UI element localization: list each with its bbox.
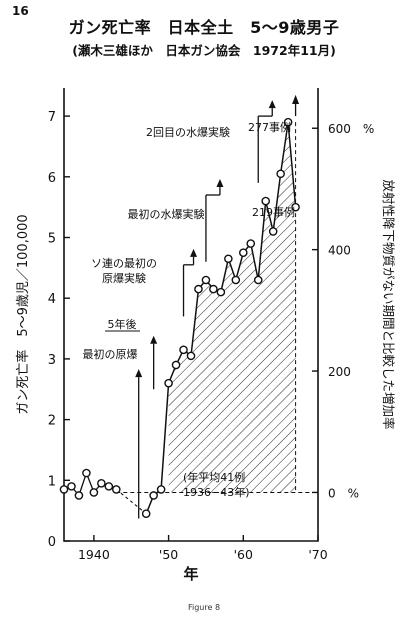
data-point — [283, 117, 293, 127]
data-point — [97, 479, 106, 488]
y-tick-label: 0 — [48, 535, 56, 550]
data-point — [141, 509, 151, 518]
data-point — [201, 275, 211, 285]
series-line-gap — [115, 488, 147, 515]
annotation-label: ソ連の最初の — [91, 256, 157, 270]
y-tick-label: 6 — [48, 171, 56, 186]
data-point — [246, 239, 256, 248]
data-point — [149, 491, 158, 500]
data-point — [59, 485, 69, 494]
data-point — [67, 482, 76, 491]
data-point — [224, 254, 233, 264]
figure-caption: Figure 8 — [187, 603, 221, 612]
data-point — [231, 275, 241, 285]
y-tick-label: 5 — [48, 232, 56, 247]
data-point — [291, 202, 300, 212]
arrow-277-head — [292, 94, 300, 104]
y-tick-label: 1 — [48, 474, 56, 489]
y2-tick-label: 200 — [328, 365, 351, 379]
data-point — [276, 169, 285, 179]
y2-axis-label: 放射性降下物質がない期間と比較した増加率 — [381, 179, 396, 429]
y2-tick-label: 400 — [328, 244, 351, 258]
y-tick-label: 7 — [48, 110, 56, 125]
data-point — [104, 482, 114, 491]
chart-subtitle: (瀬木三雄ほか 日本ガン協会 1972年11月) — [72, 43, 336, 58]
hatched-increase-area — [168, 122, 296, 493]
annotation-label: 219事例 — [252, 205, 295, 219]
data-point — [74, 491, 84, 500]
data-point — [261, 196, 271, 206]
annotation-label: 最初の水爆実験 — [128, 207, 205, 221]
annotation-label: 5年後 — [108, 317, 137, 331]
data-point — [194, 284, 203, 294]
data-point — [179, 345, 188, 355]
arrow-second-hbomb-arrowhead — [268, 100, 276, 109]
baseline-label: 1936−43年) — [183, 485, 250, 499]
data-point — [82, 468, 91, 478]
x-tick-label: '60 — [234, 547, 253, 562]
data-point — [111, 485, 121, 494]
data-point — [209, 284, 218, 294]
data-point — [216, 287, 226, 297]
y-axis-label: ガン死亡率 5〜9歳児／100,000 — [15, 214, 31, 414]
x-tick-label: '50 — [159, 547, 178, 562]
arrow-five-years-arrowhead — [150, 335, 158, 344]
y-tick-label: 2 — [48, 414, 56, 429]
data-point — [89, 488, 99, 497]
annotation-label: 2回目の水爆実験 — [146, 125, 230, 139]
data-point — [171, 360, 181, 370]
x-axis-label: 年 — [183, 565, 198, 583]
x-tick-label: '70 — [308, 547, 327, 562]
data-point — [238, 248, 248, 257]
data-point — [164, 378, 173, 388]
annotation-label: 最初の原爆 — [83, 347, 138, 361]
y-tick-label: 4 — [48, 292, 56, 307]
annotation-label: 原爆実験 — [102, 271, 146, 285]
arrow-first-abomb-arrowhead — [135, 369, 143, 378]
arrow-first-hbomb-arrowhead — [216, 179, 224, 188]
page-number: 16 — [12, 4, 29, 18]
data-point — [186, 351, 196, 361]
annotation-label: 277事例 — [248, 120, 291, 134]
arrow-soviet-abomb-arrowhead — [190, 248, 198, 257]
y2-tick-label: 600 % — [328, 122, 374, 136]
data-point — [156, 485, 166, 494]
y-tick-label: 3 — [48, 353, 56, 368]
chart-title: ガン死亡率 日本全土 5〜9歳男子 — [68, 18, 340, 37]
data-point — [253, 275, 263, 285]
data-point — [268, 227, 278, 236]
baseline-label: (年平均41例 — [183, 470, 245, 484]
x-tick-label: 1940 — [78, 547, 110, 562]
axes-frame — [63, 88, 319, 542]
y2-tick-label: 0 % — [328, 486, 359, 500]
